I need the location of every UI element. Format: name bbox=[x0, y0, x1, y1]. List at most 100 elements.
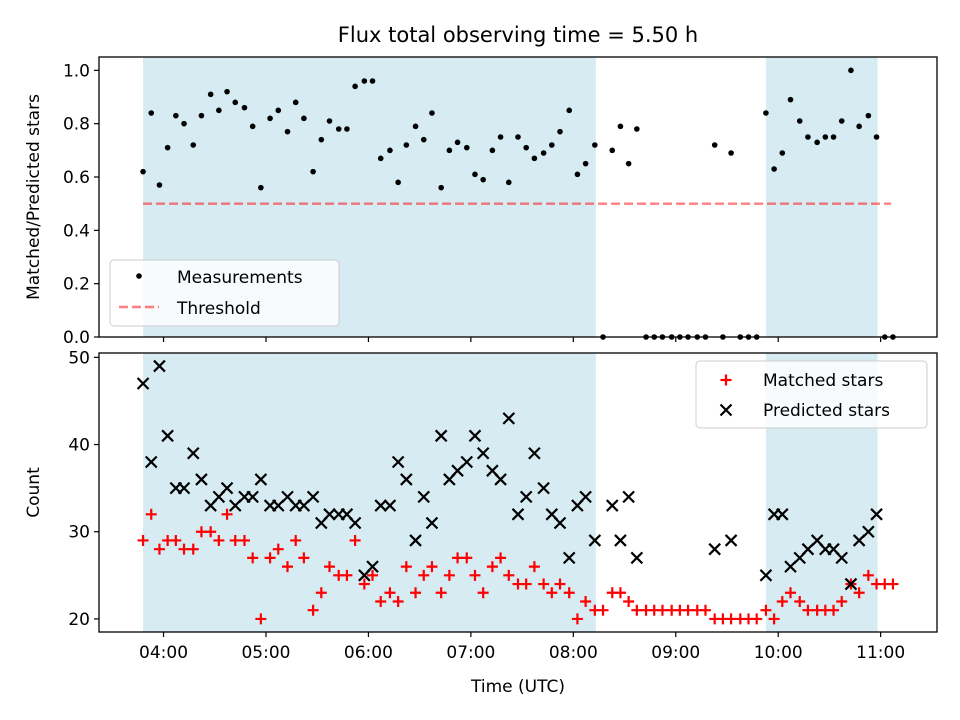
predicted-star-point bbox=[528, 446, 541, 460]
matched-star-point bbox=[418, 569, 430, 581]
matched-star-point bbox=[495, 552, 507, 564]
measurement-point bbox=[207, 91, 214, 98]
observing-span bbox=[143, 353, 596, 632]
matched-star-point bbox=[614, 587, 626, 599]
measurement-point bbox=[865, 112, 872, 119]
predicted-star-point bbox=[553, 516, 567, 530]
measurement-point bbox=[848, 67, 854, 74]
predicted-star-point bbox=[511, 508, 525, 521]
matched-star-point bbox=[213, 534, 225, 546]
matched-star-point bbox=[375, 595, 387, 607]
measurement-point bbox=[549, 142, 555, 148]
matched-star-point bbox=[247, 552, 259, 564]
observing-span bbox=[765, 57, 878, 337]
predicted-star-point bbox=[195, 473, 208, 486]
matched-star-point bbox=[563, 587, 575, 599]
matched-star-point bbox=[290, 534, 302, 546]
y-tick-label: 50 bbox=[68, 348, 90, 368]
predicted-star-point bbox=[246, 490, 259, 504]
measurement-point bbox=[446, 147, 453, 154]
measurement-point bbox=[454, 139, 461, 146]
predicted-star-point bbox=[161, 429, 174, 443]
predicted-star-point bbox=[348, 516, 362, 530]
matched-star-point bbox=[392, 595, 404, 607]
y-tick-label: 1.0 bbox=[63, 61, 90, 81]
measurement-point bbox=[395, 179, 401, 186]
measurement-point bbox=[190, 142, 197, 148]
y-tick-label: 0.4 bbox=[63, 221, 90, 241]
matched-star-point bbox=[298, 552, 310, 564]
predicted-star-point bbox=[476, 446, 490, 460]
measurement-point bbox=[164, 144, 171, 151]
predicted-star-point bbox=[708, 542, 721, 556]
matched-star-point bbox=[358, 578, 370, 590]
matched-star-point bbox=[307, 604, 319, 616]
measurement-point bbox=[711, 142, 718, 148]
measurement-point bbox=[429, 110, 435, 116]
x-tick-label: 11:00 bbox=[856, 643, 905, 663]
measurement-point bbox=[352, 83, 358, 90]
measurement-point bbox=[335, 126, 342, 132]
matched-star-point bbox=[597, 604, 609, 616]
matched-star-point bbox=[426, 561, 438, 573]
measurement-point bbox=[787, 96, 794, 103]
measurement-point bbox=[557, 128, 563, 135]
measurement-point bbox=[198, 112, 205, 119]
matched-star-point bbox=[187, 543, 199, 555]
matched-star-point bbox=[469, 569, 481, 581]
measurement-point bbox=[814, 139, 820, 146]
matched-star-point bbox=[768, 613, 780, 625]
legend-label-matched: Matched stars bbox=[763, 371, 883, 391]
matched-star-point bbox=[229, 534, 241, 546]
matched-star-point bbox=[461, 552, 473, 564]
measurement-point bbox=[173, 112, 179, 119]
predicted-star-point bbox=[724, 534, 738, 547]
matched-star-point bbox=[178, 543, 190, 555]
chart-title: Flux total observing time = 5.50 h bbox=[338, 23, 698, 47]
x-tick-label: 04:00 bbox=[139, 643, 188, 663]
matched-star-point bbox=[145, 508, 157, 520]
matched-star-point bbox=[571, 613, 583, 625]
predicted-star-point bbox=[862, 525, 875, 539]
matched-star-point bbox=[520, 578, 532, 590]
predicted-star-point bbox=[153, 359, 166, 373]
y-tick-label: 0.6 bbox=[63, 168, 90, 188]
matched-star-point bbox=[477, 587, 489, 599]
measurement-point bbox=[505, 179, 512, 186]
x-tick-label: 06:00 bbox=[344, 643, 393, 663]
measurement-point bbox=[856, 123, 862, 130]
measurement-point bbox=[420, 136, 427, 143]
measurement-point bbox=[438, 184, 444, 191]
predicted-star-point bbox=[136, 377, 150, 390]
legend-box bbox=[695, 360, 928, 429]
predicted-star-point bbox=[537, 481, 550, 495]
predicted-star-point bbox=[400, 473, 413, 486]
measurement-point bbox=[771, 166, 777, 172]
matched-star-point bbox=[802, 604, 814, 616]
measurement-point bbox=[148, 110, 155, 116]
measurement-point bbox=[232, 99, 239, 106]
measurement-point bbox=[779, 150, 786, 156]
measurement-point bbox=[582, 160, 589, 167]
legend-box bbox=[109, 259, 340, 327]
matched-star-point bbox=[205, 526, 217, 538]
measurement-point bbox=[463, 144, 470, 151]
plot-frame bbox=[98, 352, 938, 633]
predicted-star-point bbox=[630, 551, 644, 565]
predicted-star-point bbox=[622, 490, 635, 504]
ratio-panel: 0.0 0.2 0.4 0.6 0.8 1.0 Matched/Predicted star… bbox=[24, 56, 938, 348]
measurement-point bbox=[241, 104, 248, 111]
predicted-star-point bbox=[417, 490, 431, 504]
matched-star-point bbox=[546, 587, 558, 599]
matched-star-point bbox=[272, 543, 284, 555]
plot-frame bbox=[98, 56, 938, 338]
y-tick-label: 20 bbox=[68, 610, 90, 630]
predicted-star-point bbox=[870, 508, 883, 521]
measurement-point bbox=[284, 128, 291, 135]
predicted-star-point bbox=[391, 455, 405, 469]
measurement-point bbox=[873, 134, 880, 140]
measurement-point bbox=[377, 155, 384, 162]
matched-star-point bbox=[503, 569, 515, 581]
matched-star-point bbox=[435, 587, 447, 599]
predicted-star-point bbox=[144, 455, 158, 469]
